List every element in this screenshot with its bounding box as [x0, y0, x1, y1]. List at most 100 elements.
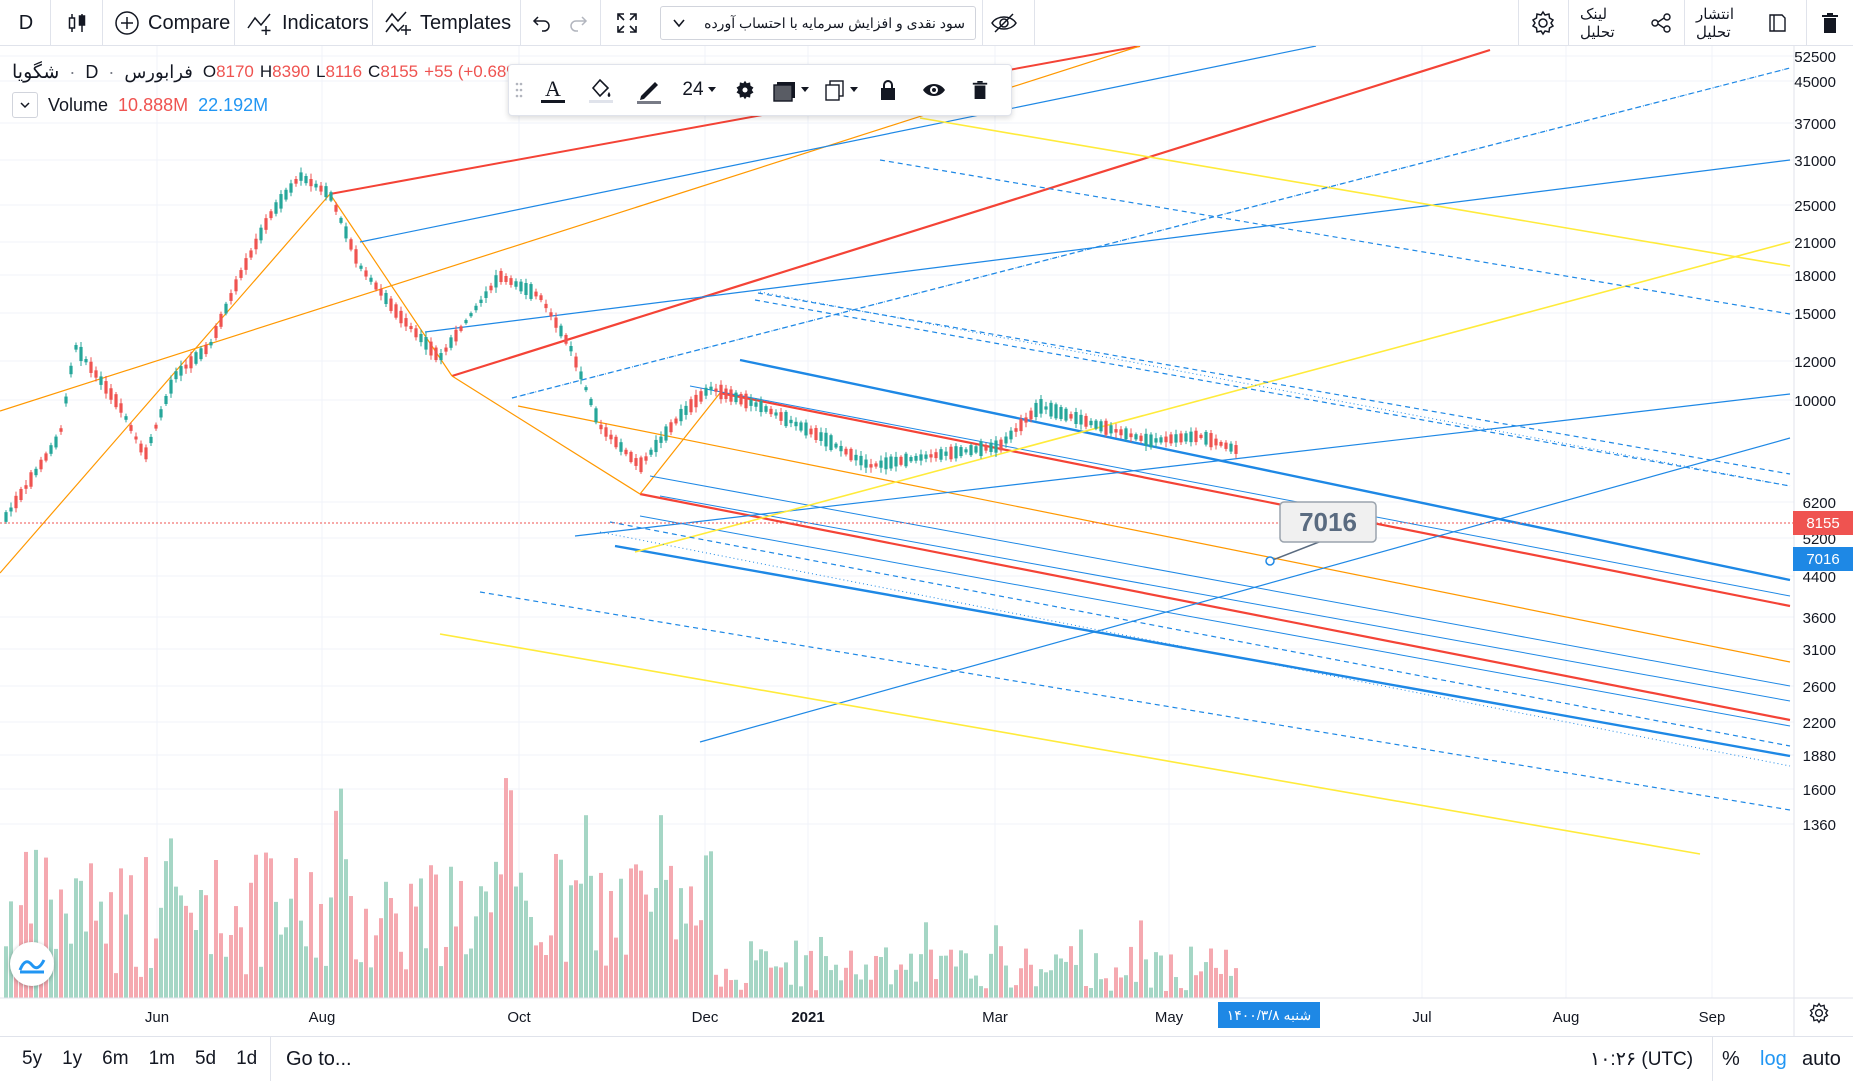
- indicators-button[interactable]: Indicators: [236, 0, 379, 46]
- pitchfork-line[interactable]: [451, 48, 1491, 378]
- chart-type-button[interactable]: [54, 0, 100, 46]
- compare-button[interactable]: Compare: [104, 0, 240, 46]
- volume-bar: [539, 942, 543, 998]
- tradingview-logo-button[interactable]: [10, 942, 54, 986]
- interval-button[interactable]: D: [6, 0, 46, 46]
- volume-bar: [984, 988, 988, 998]
- idea-title-dropdown[interactable]: سود نقدی و افزایش سرمایه با احتساب آورده: [660, 6, 976, 40]
- pitchfork-line[interactable]: [639, 392, 721, 495]
- fill-color-button[interactable]: [577, 64, 625, 116]
- drawing-settings-button[interactable]: [725, 64, 765, 116]
- price-chart[interactable]: 7016 52500 45000 37000 31000 25000 21000 18000…: [0, 45, 1853, 1036]
- compare-label: Compare: [148, 11, 231, 34]
- volume-bar: [659, 815, 663, 998]
- volume-bar: [1049, 970, 1053, 998]
- candle-body: [144, 447, 148, 460]
- templates-button[interactable]: Templates: [374, 0, 521, 46]
- drag-handle[interactable]: [509, 64, 529, 116]
- volume-bar: [399, 951, 403, 998]
- pitchfork-line[interactable]: [659, 495, 1791, 702]
- pitchfork-drawings[interactable]: [0, 45, 1791, 855]
- pitchfork-line[interactable]: [634, 241, 1791, 553]
- price-axis[interactable]: 52500 45000 37000 31000 25000 21000 18000 15000…: [1794, 49, 1836, 834]
- fullscreen-button[interactable]: [604, 0, 650, 46]
- pitchfork-line[interactable]: [517, 405, 1791, 663]
- candle-body: [1184, 433, 1188, 442]
- timezone-button[interactable]: ۱۰:۲۶ (UTC): [1590, 1037, 1693, 1081]
- collapse-legend-button[interactable]: [12, 92, 38, 118]
- price-tick-label: 1880: [1803, 748, 1836, 765]
- chart-pane[interactable]: 7016 52500 45000 37000 31000 25000 21000 18000…: [0, 45, 1853, 1036]
- log-toggle[interactable]: log: [1760, 1037, 1787, 1081]
- publish-button[interactable]: انتشار تحلیل: [1686, 0, 1798, 46]
- symbol-name[interactable]: شگویا: [12, 61, 60, 83]
- price-note-callout[interactable]: 7016: [1265, 501, 1377, 566]
- clone-button[interactable]: [815, 64, 865, 116]
- pitchfork-line[interactable]: [649, 475, 1791, 687]
- visibility-intervals-button[interactable]: [765, 64, 815, 116]
- pitchfork-line[interactable]: [719, 391, 1791, 608]
- hide-drawings-button[interactable]: [984, 0, 1024, 46]
- pitchfork-line[interactable]: [639, 492, 1791, 722]
- remove-drawing-button[interactable]: [957, 64, 1003, 116]
- redo-button[interactable]: [560, 0, 596, 46]
- settings-button[interactable]: [1520, 0, 1566, 46]
- pitchfork-line[interactable]: [329, 193, 453, 377]
- volume-bar: [289, 898, 293, 998]
- volume-bar: [914, 981, 918, 998]
- pitchfork-line[interactable]: [699, 437, 1791, 743]
- pitchfork-line[interactable]: [0, 193, 331, 574]
- divider: [1684, 0, 1685, 46]
- pitchfork-dashed-line[interactable]: [879, 159, 1791, 315]
- pitchfork-dashed-line[interactable]: [757, 292, 1791, 475]
- percent-toggle[interactable]: %: [1722, 1037, 1740, 1081]
- volume-bar: [149, 967, 153, 998]
- undo-button[interactable]: [524, 0, 560, 46]
- candle-body: [564, 334, 568, 344]
- pitchfork-line[interactable]: [639, 515, 1791, 727]
- pitchfork-dashed-line[interactable]: [479, 591, 1791, 811]
- pitchfork-line[interactable]: [739, 358, 1791, 582]
- pitchfork-dashed-line[interactable]: [754, 299, 1791, 487]
- candle-body: [609, 434, 613, 440]
- line-color-button[interactable]: [625, 64, 673, 116]
- range-button-5d[interactable]: 5d: [194, 1048, 217, 1069]
- volume-bar: [1024, 948, 1028, 998]
- callout-anchor[interactable]: [1265, 556, 1275, 566]
- goto-button[interactable]: Go to...: [286, 1037, 352, 1081]
- pitchfork-line[interactable]: [424, 159, 1791, 333]
- share-link-button[interactable]: لینک تحلیل: [1570, 0, 1682, 46]
- chart-settings-button[interactable]: [1808, 1002, 1830, 1029]
- interval-label: D: [18, 11, 34, 34]
- auto-toggle[interactable]: auto: [1802, 1037, 1841, 1081]
- pitchfork-line[interactable]: [919, 117, 1791, 267]
- pitchfork-line[interactable]: [359, 45, 1317, 243]
- pitchfork-line[interactable]: [574, 393, 1791, 537]
- pitchfork-line[interactable]: [689, 385, 1791, 597]
- volume-bar: [379, 918, 383, 998]
- delete-drawings-button[interactable]: [1810, 0, 1850, 46]
- time-axis[interactable]: Jun Aug Oct Dec 2021 Mar May Jul Aug Sep: [145, 1009, 1725, 1026]
- range-button-1y[interactable]: 1y: [62, 1048, 83, 1069]
- pitchfork-dotted-line[interactable]: [759, 291, 1791, 487]
- volume-bar: [929, 949, 933, 998]
- hide-drawing-button[interactable]: [911, 64, 957, 116]
- volume-bar: [474, 916, 478, 998]
- pitchfork-dashed-line[interactable]: [609, 521, 1791, 747]
- pitchfork-line[interactable]: [439, 633, 1701, 855]
- candle-body: [294, 178, 298, 184]
- pitchfork-line[interactable]: [451, 375, 641, 495]
- range-button-1d[interactable]: 1d: [236, 1048, 258, 1069]
- price-tick-label: 21000: [1794, 235, 1836, 252]
- svg-text:A: A: [545, 76, 561, 101]
- candle-body: [214, 326, 218, 338]
- range-button-1m[interactable]: 1m: [148, 1048, 175, 1069]
- pitchfork-dashed-line[interactable]: [511, 67, 1791, 399]
- volume-bar: [14, 968, 18, 998]
- range-button-6m[interactable]: 6m: [102, 1048, 129, 1069]
- pitchfork-line[interactable]: [614, 544, 1791, 758]
- lock-button[interactable]: [865, 64, 911, 116]
- range-button-5y[interactable]: 5y: [22, 1048, 43, 1069]
- text-color-button[interactable]: A: [529, 64, 577, 116]
- font-size-dropdown[interactable]: 24: [673, 64, 725, 116]
